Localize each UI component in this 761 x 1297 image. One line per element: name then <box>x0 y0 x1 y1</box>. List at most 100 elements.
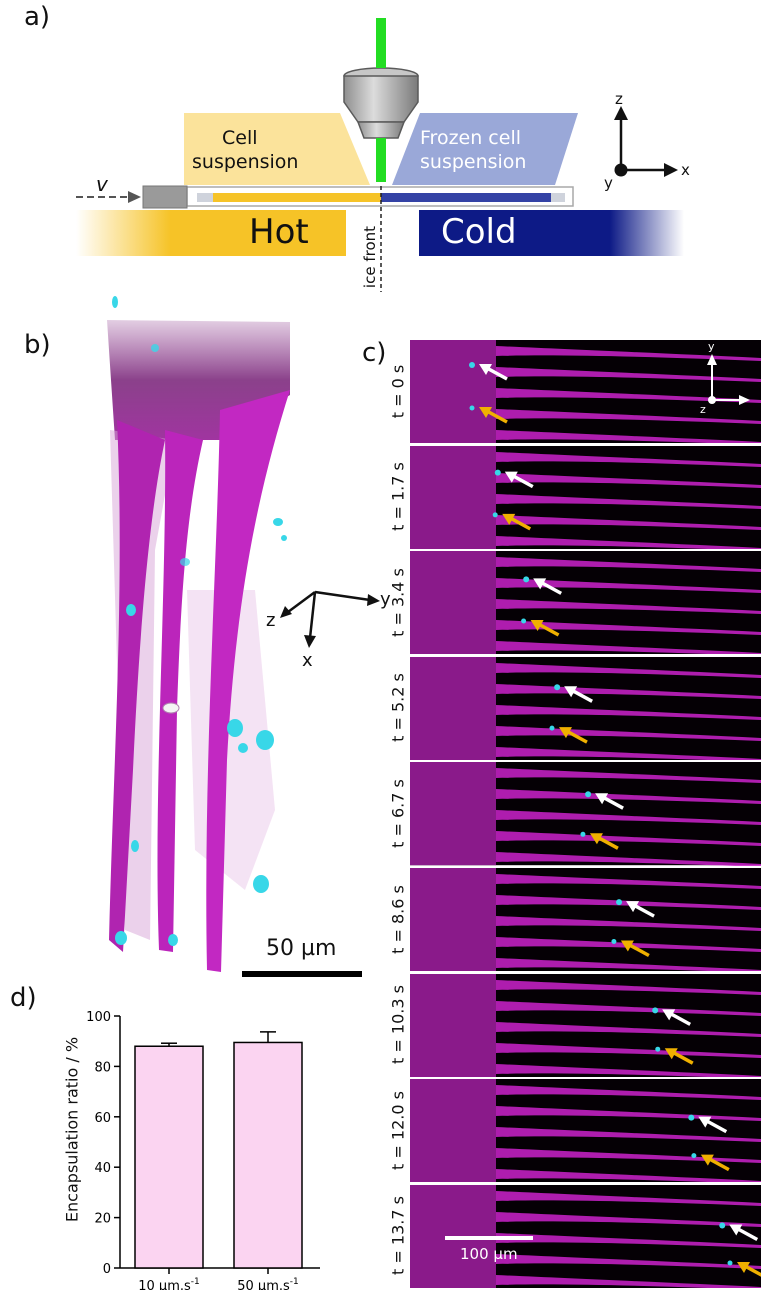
cell-dot <box>652 1006 659 1013</box>
hot-label: Hot <box>249 212 309 252</box>
panel-b-letter: b) <box>24 330 51 360</box>
frame-time-label: t = 12.0 s <box>388 1090 408 1170</box>
axis-a-x: x <box>681 161 690 179</box>
time-frame <box>410 868 761 972</box>
panel-a-letter: a) <box>24 2 51 32</box>
frame-time-label: t = 0 s <box>388 364 408 418</box>
frame-time-label: t = 1.7 s <box>388 462 408 532</box>
white-arrow <box>698 1116 728 1134</box>
time-frame <box>410 656 761 760</box>
frozen-suspension-label: Frozen cell suspension <box>420 126 526 174</box>
frame-time-label: t = 10.3 s <box>388 985 408 1065</box>
white-arrow <box>564 686 593 703</box>
y-tick-label: 80 <box>94 1060 111 1075</box>
frozen-suspension-line1: Frozen cell <box>420 127 522 149</box>
y-tick-label: 20 <box>94 1212 111 1227</box>
panel-c-axes <box>707 354 750 405</box>
y-tick-label: 60 <box>94 1111 111 1126</box>
velocity-label: v <box>96 172 108 196</box>
time-frame <box>410 973 761 1077</box>
objective <box>343 75 419 123</box>
frame-time-label: t = 3.4 s <box>388 567 408 637</box>
cell-dot <box>719 1222 726 1229</box>
scale-bar-c-label: 100 µm <box>460 1245 518 1263</box>
panel-c-letter: c) <box>362 338 387 368</box>
cold-label: Cold <box>441 212 517 252</box>
panel-b-render <box>107 296 290 972</box>
yellow-arrow <box>664 1047 694 1065</box>
y-tick-label: 0 <box>103 1262 111 1277</box>
yellow-arrow <box>620 940 650 958</box>
panel-d-chart: 0 20 40 60 80 100 10 µm.s-1 50 µm.s-1 <box>86 1010 320 1290</box>
cell-suspension-shape <box>184 113 370 185</box>
axis-a-z: z <box>615 90 623 108</box>
time-frame <box>410 762 761 866</box>
yellow-arrow <box>558 726 588 744</box>
cell-dot <box>655 1046 661 1052</box>
panel-d-letter: d) <box>10 983 37 1013</box>
cell-dot <box>494 469 501 476</box>
yellow-arrow <box>700 1154 730 1172</box>
cell-dot <box>727 1260 733 1266</box>
white-arrow <box>533 578 563 596</box>
cell-dot <box>580 832 586 838</box>
time-frame <box>410 340 761 444</box>
frame-time-label: t = 6.7 s <box>388 779 408 848</box>
cell-dot <box>469 362 475 368</box>
scale-bar-c <box>445 1236 533 1240</box>
time-frame <box>410 551 761 655</box>
cell-dot <box>691 1153 697 1159</box>
axis-b-y: y <box>380 589 391 610</box>
y-axis-dot <box>614 163 628 177</box>
frozen-suspension-shape <box>392 113 578 185</box>
cell-dot <box>585 791 592 798</box>
frame-time-label: t = 13.7 s <box>388 1196 408 1276</box>
bar <box>134 1045 204 1269</box>
panel-b-axes <box>280 590 380 648</box>
frozen-suspension-line2: suspension <box>420 151 527 173</box>
bar <box>233 1041 303 1269</box>
yellow-arrow <box>589 833 619 851</box>
white-arrow <box>504 471 534 488</box>
axis-c-y: y <box>708 340 715 353</box>
frame-time-label: t = 5.2 s <box>388 673 408 743</box>
cell-dot <box>521 618 527 624</box>
cell-dot <box>549 725 555 731</box>
cell-dot <box>616 899 623 906</box>
panel-a-diagram <box>76 18 684 292</box>
hot-bar <box>76 210 346 256</box>
velocity-arrow <box>128 191 141 203</box>
white-arrow <box>729 1224 759 1241</box>
x-tick-label: 50 µm.s-1 <box>237 1277 299 1290</box>
y-tick-label: 40 <box>94 1161 111 1176</box>
cell-suspension-line1: Cell <box>222 127 258 149</box>
axis-c-z: z <box>700 403 706 416</box>
panel-c-frames: t = 0 s t = 1.7 s t = 3.4 s t = 5.2 s t = 6.… <box>389 340 761 1288</box>
frame-time-label: t = 8.6 s <box>388 884 408 954</box>
cell-dot <box>523 576 530 583</box>
white-arrow <box>626 901 655 918</box>
axis-b-x: x <box>302 650 313 671</box>
yellow-arrow <box>502 513 532 531</box>
cell-dot <box>469 405 475 411</box>
x-tick-label: 10 µm.s-1 <box>138 1277 200 1290</box>
column-1 <box>109 420 165 952</box>
piston <box>142 185 188 209</box>
yellow-arrow <box>737 1261 761 1277</box>
axis-b-z: z <box>266 610 276 631</box>
ice-front-label: ice front <box>361 225 379 289</box>
column-2 <box>157 430 203 952</box>
white-arrow <box>595 793 624 811</box>
yellow-arrow <box>530 620 560 637</box>
axis-a-y: y <box>604 174 613 192</box>
scale-bar-b-label: 50 µm <box>266 936 337 961</box>
cell-suspension-line2: suspension <box>192 151 299 173</box>
cell-dot <box>554 684 561 691</box>
white-arrow <box>479 364 508 381</box>
yellow-arrow <box>479 407 508 424</box>
time-frame <box>410 1079 761 1183</box>
white-arrow <box>662 1008 692 1026</box>
cold-bar <box>419 210 684 256</box>
time-frame <box>410 445 761 549</box>
column-3 <box>206 390 290 972</box>
